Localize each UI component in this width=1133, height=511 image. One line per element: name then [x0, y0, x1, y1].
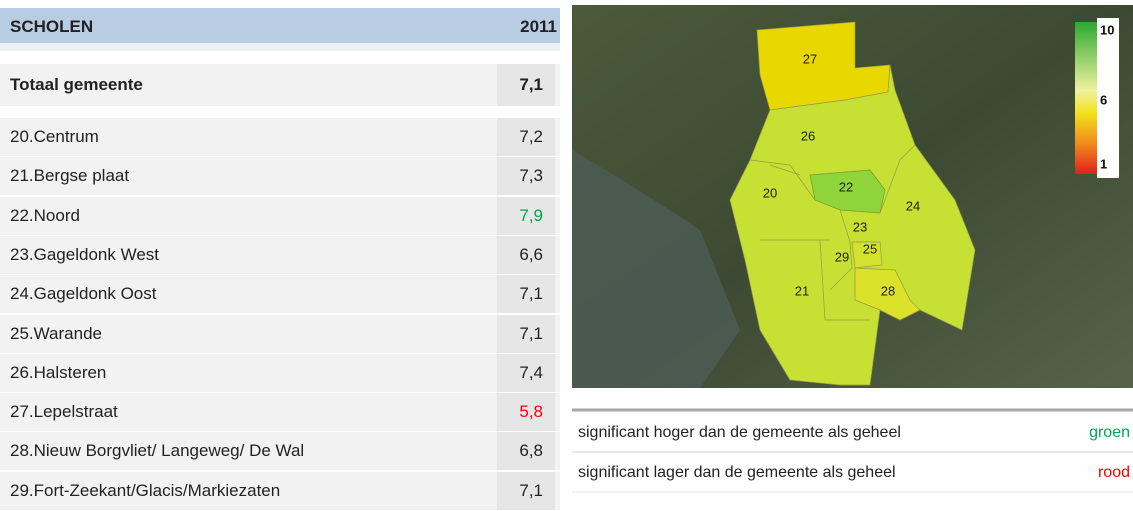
region-label: 22: [839, 179, 853, 194]
region-label: 24: [906, 198, 920, 213]
scale-label: 6: [1100, 92, 1107, 107]
significance-label: rood: [1098, 464, 1130, 481]
significance-text: significant lager dan de gemeente als ge…: [578, 464, 896, 481]
region-label: 21: [795, 283, 809, 298]
scale-label: 1: [1100, 156, 1107, 171]
significance: significant hoger dan de gemeente als ge…: [578, 424, 1130, 481]
region-label: 23: [853, 219, 867, 234]
region-label: 27: [803, 51, 817, 66]
region-label: 20: [763, 185, 777, 200]
scale-bar: [1075, 22, 1097, 174]
significance-label: groen: [1089, 424, 1130, 441]
region-label: 26: [801, 128, 815, 143]
scale-label: 10: [1100, 22, 1114, 37]
region-label: 28: [881, 283, 895, 298]
region-label: 29: [835, 249, 849, 264]
region-label: 25: [863, 241, 877, 256]
map: 27 26 20 22 23 24 25 29 21 28 10 6 1 significant ho…: [0, 0, 1133, 511]
significance-text: significant hoger dan de gemeente als ge…: [578, 424, 901, 441]
page: SCHOLEN 2011 Totaal gemeente 7,1 20.Cent…: [0, 0, 1133, 511]
